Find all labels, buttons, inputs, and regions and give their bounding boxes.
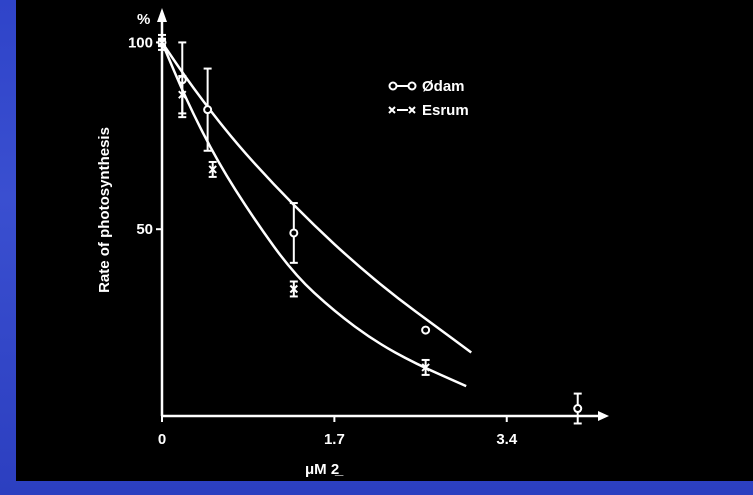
data-point — [178, 75, 187, 115]
legend-entry-esrum: Esrum — [388, 102, 469, 119]
series-curve-0 — [160, 41, 473, 354]
chart-panel — [16, 0, 753, 481]
circle-marker — [573, 404, 583, 414]
y-unit-label: % — [137, 11, 150, 28]
data-point — [157, 33, 167, 51]
cross-marker — [289, 284, 299, 294]
data-point — [421, 358, 430, 376]
circle-marker — [421, 325, 431, 335]
legend: Ødam Esrum — [388, 78, 469, 119]
x-tick-label: 3.4 — [496, 431, 518, 448]
circle-marker — [289, 228, 299, 238]
x-axis-label: μM 2̲ — [305, 461, 344, 478]
cross-marker — [421, 363, 430, 372]
cross-marker — [178, 90, 187, 99]
x-tick-label: 1.7 — [324, 431, 345, 448]
legend-entry-odam: Ødam — [388, 78, 465, 95]
x-tick-label: 0 — [158, 431, 166, 448]
data-point — [289, 280, 299, 298]
data-point — [573, 392, 583, 425]
data-point — [421, 325, 431, 335]
data-point — [208, 160, 217, 178]
y-axis-label: Rate of photosynthesis — [96, 127, 113, 293]
legend-label-esrum: Esrum — [422, 102, 469, 119]
x-axis-arrow — [598, 411, 609, 421]
y-tick-label: 100 — [128, 34, 153, 51]
data-point — [289, 202, 299, 264]
data-point — [203, 67, 213, 152]
y-tick-label: 50 — [136, 221, 153, 238]
legend-label-odam: Ødam — [422, 78, 465, 95]
cross-marker — [208, 165, 217, 174]
circle-marker — [203, 105, 213, 115]
cross-marker — [157, 38, 167, 47]
y-axis-arrow — [157, 8, 167, 22]
series-curve-1 — [160, 41, 467, 388]
